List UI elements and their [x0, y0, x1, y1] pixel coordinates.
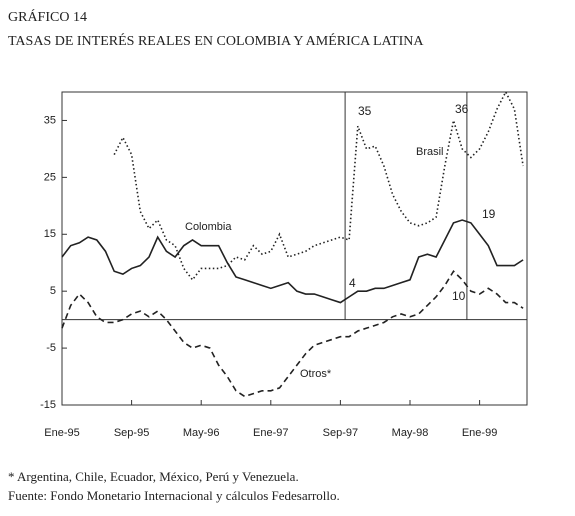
series-label: Brasil	[416, 146, 444, 158]
x-tick-label: Ene-97	[253, 427, 288, 439]
series-line	[61, 269, 524, 398]
y-tick-label: -5	[46, 342, 56, 354]
chart-subtitle: TASAS DE INTERÉS REALES EN COLOMBIA Y AM…	[8, 32, 424, 49]
x-tick-label: May-98	[392, 427, 429, 439]
x-tick-label: Sep-95	[114, 427, 149, 439]
series-line	[61, 219, 524, 304]
y-tick-label: -15	[40, 399, 56, 411]
y-tick-label: 35	[44, 114, 56, 126]
y-tick-label: 15	[44, 228, 56, 240]
series-label: Colombia	[185, 221, 232, 233]
y-tick-label: 5	[50, 285, 56, 297]
source: Fuente: Fondo Monetario Internacional y …	[8, 488, 340, 503]
annotation: 10	[452, 289, 466, 303]
x-tick-label: Sep-97	[323, 427, 358, 439]
series-label: Otros*	[300, 368, 332, 380]
annotation: 4	[349, 276, 356, 290]
x-tick-label: May-96	[183, 427, 220, 439]
series-line	[113, 90, 524, 282]
x-tick-label: Ene-99	[462, 427, 497, 439]
plot-frame	[61, 91, 528, 406]
footnote: * Argentina, Chile, Ecuador, México, Per…	[8, 469, 299, 484]
annotation: 35	[358, 104, 372, 118]
chart-title: GRÁFICO 14	[8, 8, 87, 25]
annotation: 19	[482, 207, 496, 221]
x-tick-label: Ene-95	[44, 427, 79, 439]
y-tick-label: 25	[44, 171, 56, 183]
annotation: 36	[455, 102, 469, 116]
